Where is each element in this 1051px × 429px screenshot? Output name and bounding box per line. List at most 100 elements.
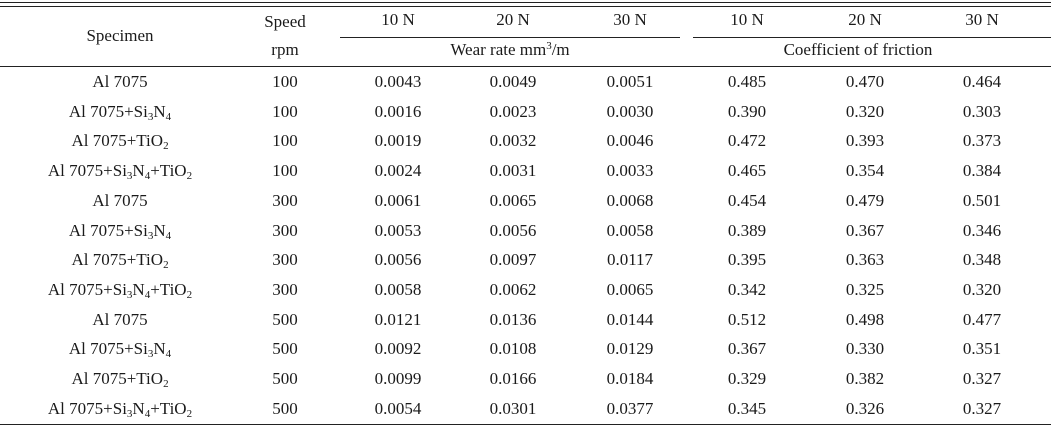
cell-wear-10n: 0.0061 bbox=[374, 190, 422, 210]
cell-cof-30n: 0.501 bbox=[962, 190, 1002, 210]
cell-wear-30n: 0.0051 bbox=[606, 72, 654, 91]
cell-specimen: Al 7075+Si3N4+TiO2 bbox=[20, 398, 220, 420]
specimen-subscript: 3 bbox=[147, 229, 154, 242]
cell-wear-10n: 0.0121 bbox=[374, 309, 422, 329]
specimen-name-part: N bbox=[153, 339, 166, 359]
specimen-name-part: Al 7075+Si bbox=[47, 161, 127, 181]
header-wear-rate: Wear rate mm3/m bbox=[340, 40, 680, 60]
specimen-subscript: 2 bbox=[163, 378, 169, 390]
table-row: Al 7075+Si3N4+TiO2 100 0.0024 0.0031 0.0033 0… bbox=[0, 156, 1051, 186]
wear-rate-exponent: 3 bbox=[546, 40, 552, 52]
cell-specimen: Al 7075+Si3N4 bbox=[20, 102, 220, 123]
specimen-subscript: 4 bbox=[165, 348, 172, 361]
cell-wear-10n: 0.0019 bbox=[374, 131, 422, 151]
specimen-subscript: 4 bbox=[144, 407, 151, 420]
header-cof-30n: 30 N bbox=[965, 10, 999, 29]
cell-specimen: Al 7075+Si3N4 bbox=[20, 221, 220, 242]
cell-wear-30n: 0.0033 bbox=[606, 161, 654, 181]
cell-specimen: Al 7075 bbox=[20, 72, 220, 92]
specimen-subscript: 3 bbox=[126, 170, 133, 183]
cell-cof-10n: 0.395 bbox=[727, 250, 767, 270]
cell-speed: 300 bbox=[272, 190, 298, 210]
specimen-name-part: Al 7075+TiO bbox=[71, 250, 164, 270]
cell-wear-20n: 0.0166 bbox=[489, 369, 537, 388]
cell-cof-30n: 0.346 bbox=[962, 220, 1002, 240]
table-row: Al 7075+Si3N4+TiO2 300 0.0058 0.0062 0.0065 0… bbox=[0, 275, 1051, 305]
cell-wear-10n: 0.0058 bbox=[374, 279, 422, 299]
cell-wear-30n: 0.0068 bbox=[606, 190, 654, 210]
cell-speed: 100 bbox=[272, 131, 298, 151]
cell-wear-10n: 0.0092 bbox=[374, 339, 422, 359]
cell-cof-30n: 0.348 bbox=[962, 250, 1002, 270]
cell-cof-20n: 0.330 bbox=[845, 339, 885, 359]
specimen-subscript: 2 bbox=[186, 407, 193, 420]
cell-specimen: Al 7075+TiO2 bbox=[20, 250, 220, 271]
specimen-subscript: 3 bbox=[147, 348, 154, 361]
wear-rate-unit: /m bbox=[551, 40, 570, 59]
cell-cof-10n: 0.485 bbox=[727, 72, 767, 91]
specimen-subscript: 2 bbox=[163, 140, 169, 153]
top-rule bbox=[0, 2, 1051, 3]
table-row: Al 7075+TiO2 100 0.0019 0.0032 0.0046 0.472 0.… bbox=[0, 126, 1051, 156]
cell-speed: 100 bbox=[272, 72, 298, 91]
cell-wear-30n: 0.0129 bbox=[606, 339, 654, 359]
specimen-name-part: N bbox=[132, 279, 145, 299]
cell-speed: 500 bbox=[272, 369, 298, 388]
cell-wear-30n: 0.0065 bbox=[606, 279, 654, 299]
cell-cof-10n: 0.472 bbox=[727, 131, 767, 151]
cell-wear-20n: 0.0049 bbox=[489, 72, 537, 91]
table-row: Al 7075 100 0.0043 0.0049 0.0051 0.485 0.470 0.… bbox=[0, 67, 1051, 97]
cof-group-rule bbox=[693, 37, 1051, 38]
table-row: Al 7075+Si3N4+TiO2 500 0.0054 0.0301 0.0377 0… bbox=[0, 394, 1051, 424]
cell-wear-20n: 0.0301 bbox=[489, 398, 537, 418]
cell-speed: 300 bbox=[272, 220, 298, 240]
specimen-subscript: 3 bbox=[126, 407, 133, 420]
cell-speed: 300 bbox=[272, 250, 298, 270]
specimen-name-part: +TiO bbox=[150, 279, 187, 299]
cell-wear-10n: 0.0053 bbox=[374, 220, 422, 240]
cell-speed: 100 bbox=[272, 161, 298, 181]
header-wear-20n: 20 N bbox=[496, 10, 530, 29]
specimen-subscript: 3 bbox=[147, 110, 154, 123]
table-row: Al 7075+Si3N4 300 0.0053 0.0056 0.0058 0.389 0… bbox=[0, 216, 1051, 246]
cell-cof-30n: 0.351 bbox=[962, 339, 1002, 359]
header-bottom-rule bbox=[0, 66, 1051, 67]
specimen-subscript: 3 bbox=[126, 288, 133, 301]
top-rule-double bbox=[0, 6, 1051, 7]
cell-cof-20n: 0.382 bbox=[845, 369, 885, 388]
header-specimen: Specimen bbox=[86, 26, 154, 45]
cell-specimen: Al 7075+Si3N4 bbox=[20, 339, 220, 361]
header-wear-10n: 10 N bbox=[381, 10, 415, 29]
table-row: Al 7075+Si3N4 100 0.0016 0.0023 0.0030 0.390 0… bbox=[0, 97, 1051, 127]
cell-wear-20n: 0.0031 bbox=[489, 161, 537, 181]
cell-wear-20n: 0.0032 bbox=[489, 131, 537, 151]
specimen-name-part: +TiO bbox=[150, 398, 187, 418]
cell-cof-30n: 0.327 bbox=[962, 398, 1002, 418]
cell-cof-10n: 0.512 bbox=[727, 309, 767, 329]
cell-specimen: Al 7075+Si3N4+TiO2 bbox=[20, 161, 220, 183]
cell-wear-30n: 0.0058 bbox=[606, 220, 654, 240]
cell-cof-10n: 0.342 bbox=[727, 279, 767, 299]
cell-cof-20n: 0.320 bbox=[845, 101, 885, 121]
specimen-subscript: 2 bbox=[186, 288, 193, 301]
cell-cof-20n: 0.325 bbox=[845, 279, 885, 299]
specimen-name: Al 7075 bbox=[92, 72, 148, 91]
cell-cof-20n: 0.498 bbox=[845, 309, 885, 329]
cell-cof-20n: 0.393 bbox=[845, 131, 885, 151]
cell-specimen: Al 7075+Si3N4+TiO2 bbox=[20, 279, 220, 301]
cell-wear-10n: 0.0016 bbox=[374, 101, 422, 121]
cell-wear-10n: 0.0054 bbox=[374, 398, 422, 418]
table-row: Al 7075 500 0.0121 0.0136 0.0144 0.512 0.498 0.… bbox=[0, 305, 1051, 335]
cell-cof-10n: 0.345 bbox=[727, 398, 767, 418]
cell-cof-30n: 0.384 bbox=[962, 161, 1002, 181]
header-coefficient-of-friction: Coefficient of friction bbox=[783, 40, 933, 59]
cell-cof-10n: 0.454 bbox=[727, 190, 767, 210]
cell-cof-10n: 0.465 bbox=[727, 161, 767, 181]
cell-wear-30n: 0.0377 bbox=[606, 398, 654, 418]
specimen-subscript: 2 bbox=[186, 170, 193, 183]
cell-cof-20n: 0.354 bbox=[845, 161, 885, 181]
cell-wear-20n: 0.0108 bbox=[489, 339, 537, 359]
table-row: Al 7075+Si3N4 500 0.0092 0.0108 0.0129 0.367 0… bbox=[0, 334, 1051, 364]
cell-speed: 500 bbox=[272, 398, 298, 418]
